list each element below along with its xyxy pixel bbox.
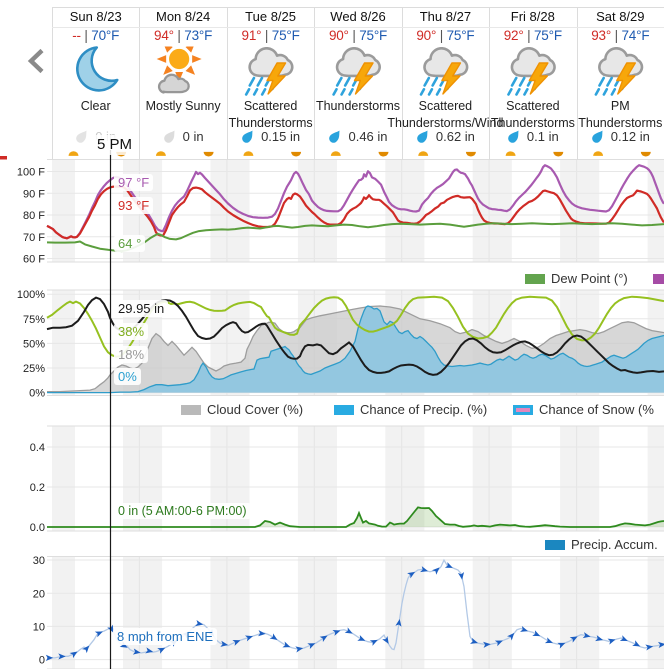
svg-text:75%: 75% — [23, 314, 45, 326]
svg-text:10: 10 — [33, 621, 45, 633]
svg-text:0%: 0% — [29, 388, 45, 400]
svg-text:60 F: 60 F — [23, 254, 45, 266]
svg-text:50%: 50% — [23, 338, 45, 350]
svg-text:80 F: 80 F — [23, 210, 45, 222]
svg-text:25%: 25% — [23, 363, 45, 375]
svg-text:0.2: 0.2 — [30, 482, 45, 494]
svg-text:20: 20 — [33, 588, 45, 600]
svg-text:0.4: 0.4 — [30, 442, 45, 454]
svg-text:90 F: 90 F — [23, 188, 45, 200]
svg-text:100%: 100% — [17, 289, 45, 301]
svg-text:70 F: 70 F — [23, 232, 45, 244]
svg-text:30: 30 — [33, 555, 45, 567]
svg-text:100 F: 100 F — [17, 167, 45, 179]
svg-text:0: 0 — [39, 655, 45, 667]
svg-text:0.0: 0.0 — [30, 522, 45, 534]
